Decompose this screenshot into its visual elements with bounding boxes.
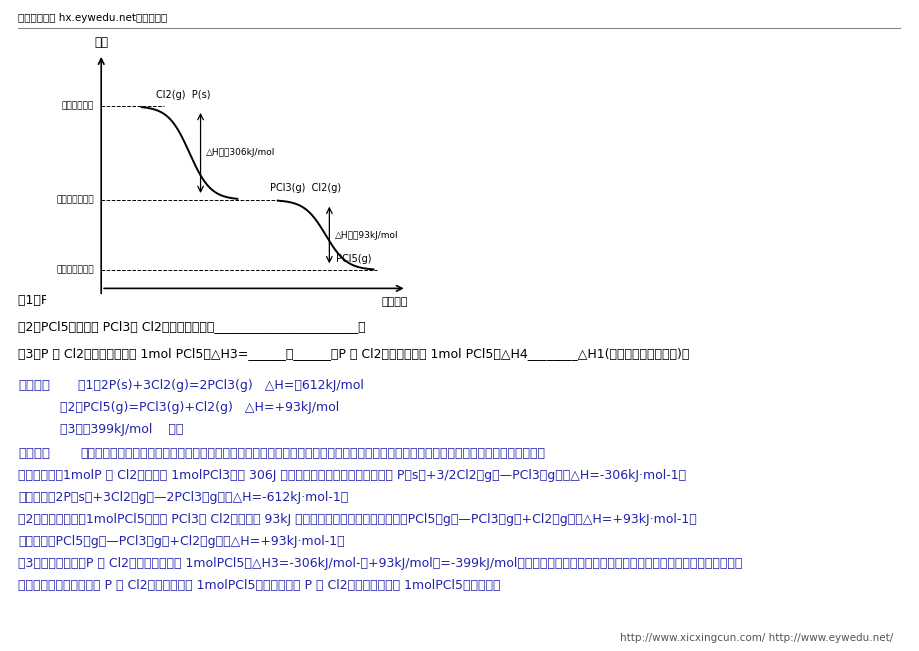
Text: （2）由图象可知，1molPCl5分解成 PCl3和 Cl2需要吸收 93kJ 的能量，则反应的热化学方程式为PCl5（g）—PCl3（g）+Cl2（g）；△H: （2）由图象可知，1molPCl5分解成 PCl3和 Cl2需要吸收 93kJ … (18, 513, 696, 526)
Text: （1）2P(s)+3Cl2(g)=2PCl3(g)   △H=－612kJ/mol: （1）2P(s)+3Cl2(g)=2PCl3(g) △H=－612kJ/mol (78, 379, 364, 392)
Text: △H＝－306kJ/mol: △H＝－306kJ/mol (206, 148, 275, 158)
Text: Cl2(g)  P(s): Cl2(g) P(s) (156, 90, 210, 100)
Text: 最终产物总能量: 最终产物总能量 (56, 266, 94, 275)
Text: △H＝－93kJ/mol: △H＝－93kJ/mol (335, 230, 398, 240)
Text: PCl5(g): PCl5(g) (335, 254, 371, 264)
Text: 【答案】: 【答案】 (18, 379, 50, 392)
Text: （1）P 和 Cl2反应生成 PCl3的热化学方程式_______________________；: （1）P 和 Cl2反应生成 PCl3的热化学方程式______________… (18, 293, 349, 306)
Text: （2）PCl5分解生成 PCl3和 Cl2的热化学方程式_______________________；: （2）PCl5分解生成 PCl3和 Cl2的热化学方程式____________… (18, 320, 365, 333)
Text: 根据反应物的总能量、中间产物的总能量以及最终产物的总能量，结合化学方程式以及热化学方程式的书写方法解答，注意盖斯定律的应用。: 根据反应物的总能量、中间产物的总能量以及最终产物的总能量，结合化学方程式以及热化… (80, 447, 544, 460)
Text: 故答案为：PCl5（g）—PCl3（g）+Cl2（g）；△H=+93kJ·mol-1；: 故答案为：PCl5（g）—PCl3（g）+Cl2（g）；△H=+93kJ·mol… (18, 535, 345, 548)
Text: PCl3(g)  Cl2(g): PCl3(g) Cl2(g) (270, 184, 341, 193)
Text: 化学备课大师 hx.eywedu.net【全免费】: 化学备课大师 hx.eywedu.net【全免费】 (18, 13, 167, 23)
Text: 【解析】: 【解析】 (18, 447, 50, 460)
Text: （3）P 和 Cl2分两步反应生成 1mol PCl5的△H3=______．______；P 和 Cl2一步反应生成 1mol PCl5的△H4_______: （3）P 和 Cl2分两步反应生成 1mol PCl5的△H3=______．_… (18, 347, 688, 360)
Text: （3）－399kJ/mol    等于: （3）－399kJ/mol 等于 (60, 423, 183, 436)
Text: 由图象可知，1molP 与 Cl2反应生成 1molPCl3放出 306J 的能量，则反应的热化学方程式为 P（s）+3/2Cl2（g）—PCl3（g）；△H=: 由图象可知，1molP 与 Cl2反应生成 1molPCl3放出 306J 的能… (18, 469, 686, 482)
Text: 故答案为：2P（s）+3Cl2（g）—2PCl3（g）；△H=-612kJ·mol-1；: 故答案为：2P（s）+3Cl2（g）—2PCl3（g）；△H=-612kJ·mo… (18, 491, 348, 504)
Text: 反应物总能量: 反应物总能量 (62, 102, 94, 111)
Text: http://www.xicxingcun.com/ http://www.eywedu.net/: http://www.xicxingcun.com/ http://www.ey… (619, 633, 892, 643)
Text: （2）PCl5(g)=PCl3(g)+Cl2(g)   △H=+93kJ/mol: （2）PCl5(g)=PCl3(g)+Cl2(g) △H=+93kJ/mol (60, 401, 339, 414)
Text: 的产物，反应热相等，则 P 和 Cl2一步反应生成 1molPCl5的反应热等于 P 和 Cl2分两步反应生成 1molPCl5的反应热．: 的产物，反应热相等，则 P 和 Cl2一步反应生成 1molPCl5的反应热等于… (18, 579, 500, 592)
Text: 中间产物总能量: 中间产物总能量 (56, 195, 94, 204)
Text: 能量: 能量 (94, 36, 108, 49)
Text: （3）由图象可知，P 和 Cl2分两步反应生成 1molPCl5的△H3=-306kJ/mol-（+93kJ/mol）=-399kJ/mol，根据盖斯定律可知，: （3）由图象可知，P 和 Cl2分两步反应生成 1molPCl5的△H3=-30… (18, 557, 742, 570)
Text: 反应过程: 反应过程 (381, 298, 408, 307)
